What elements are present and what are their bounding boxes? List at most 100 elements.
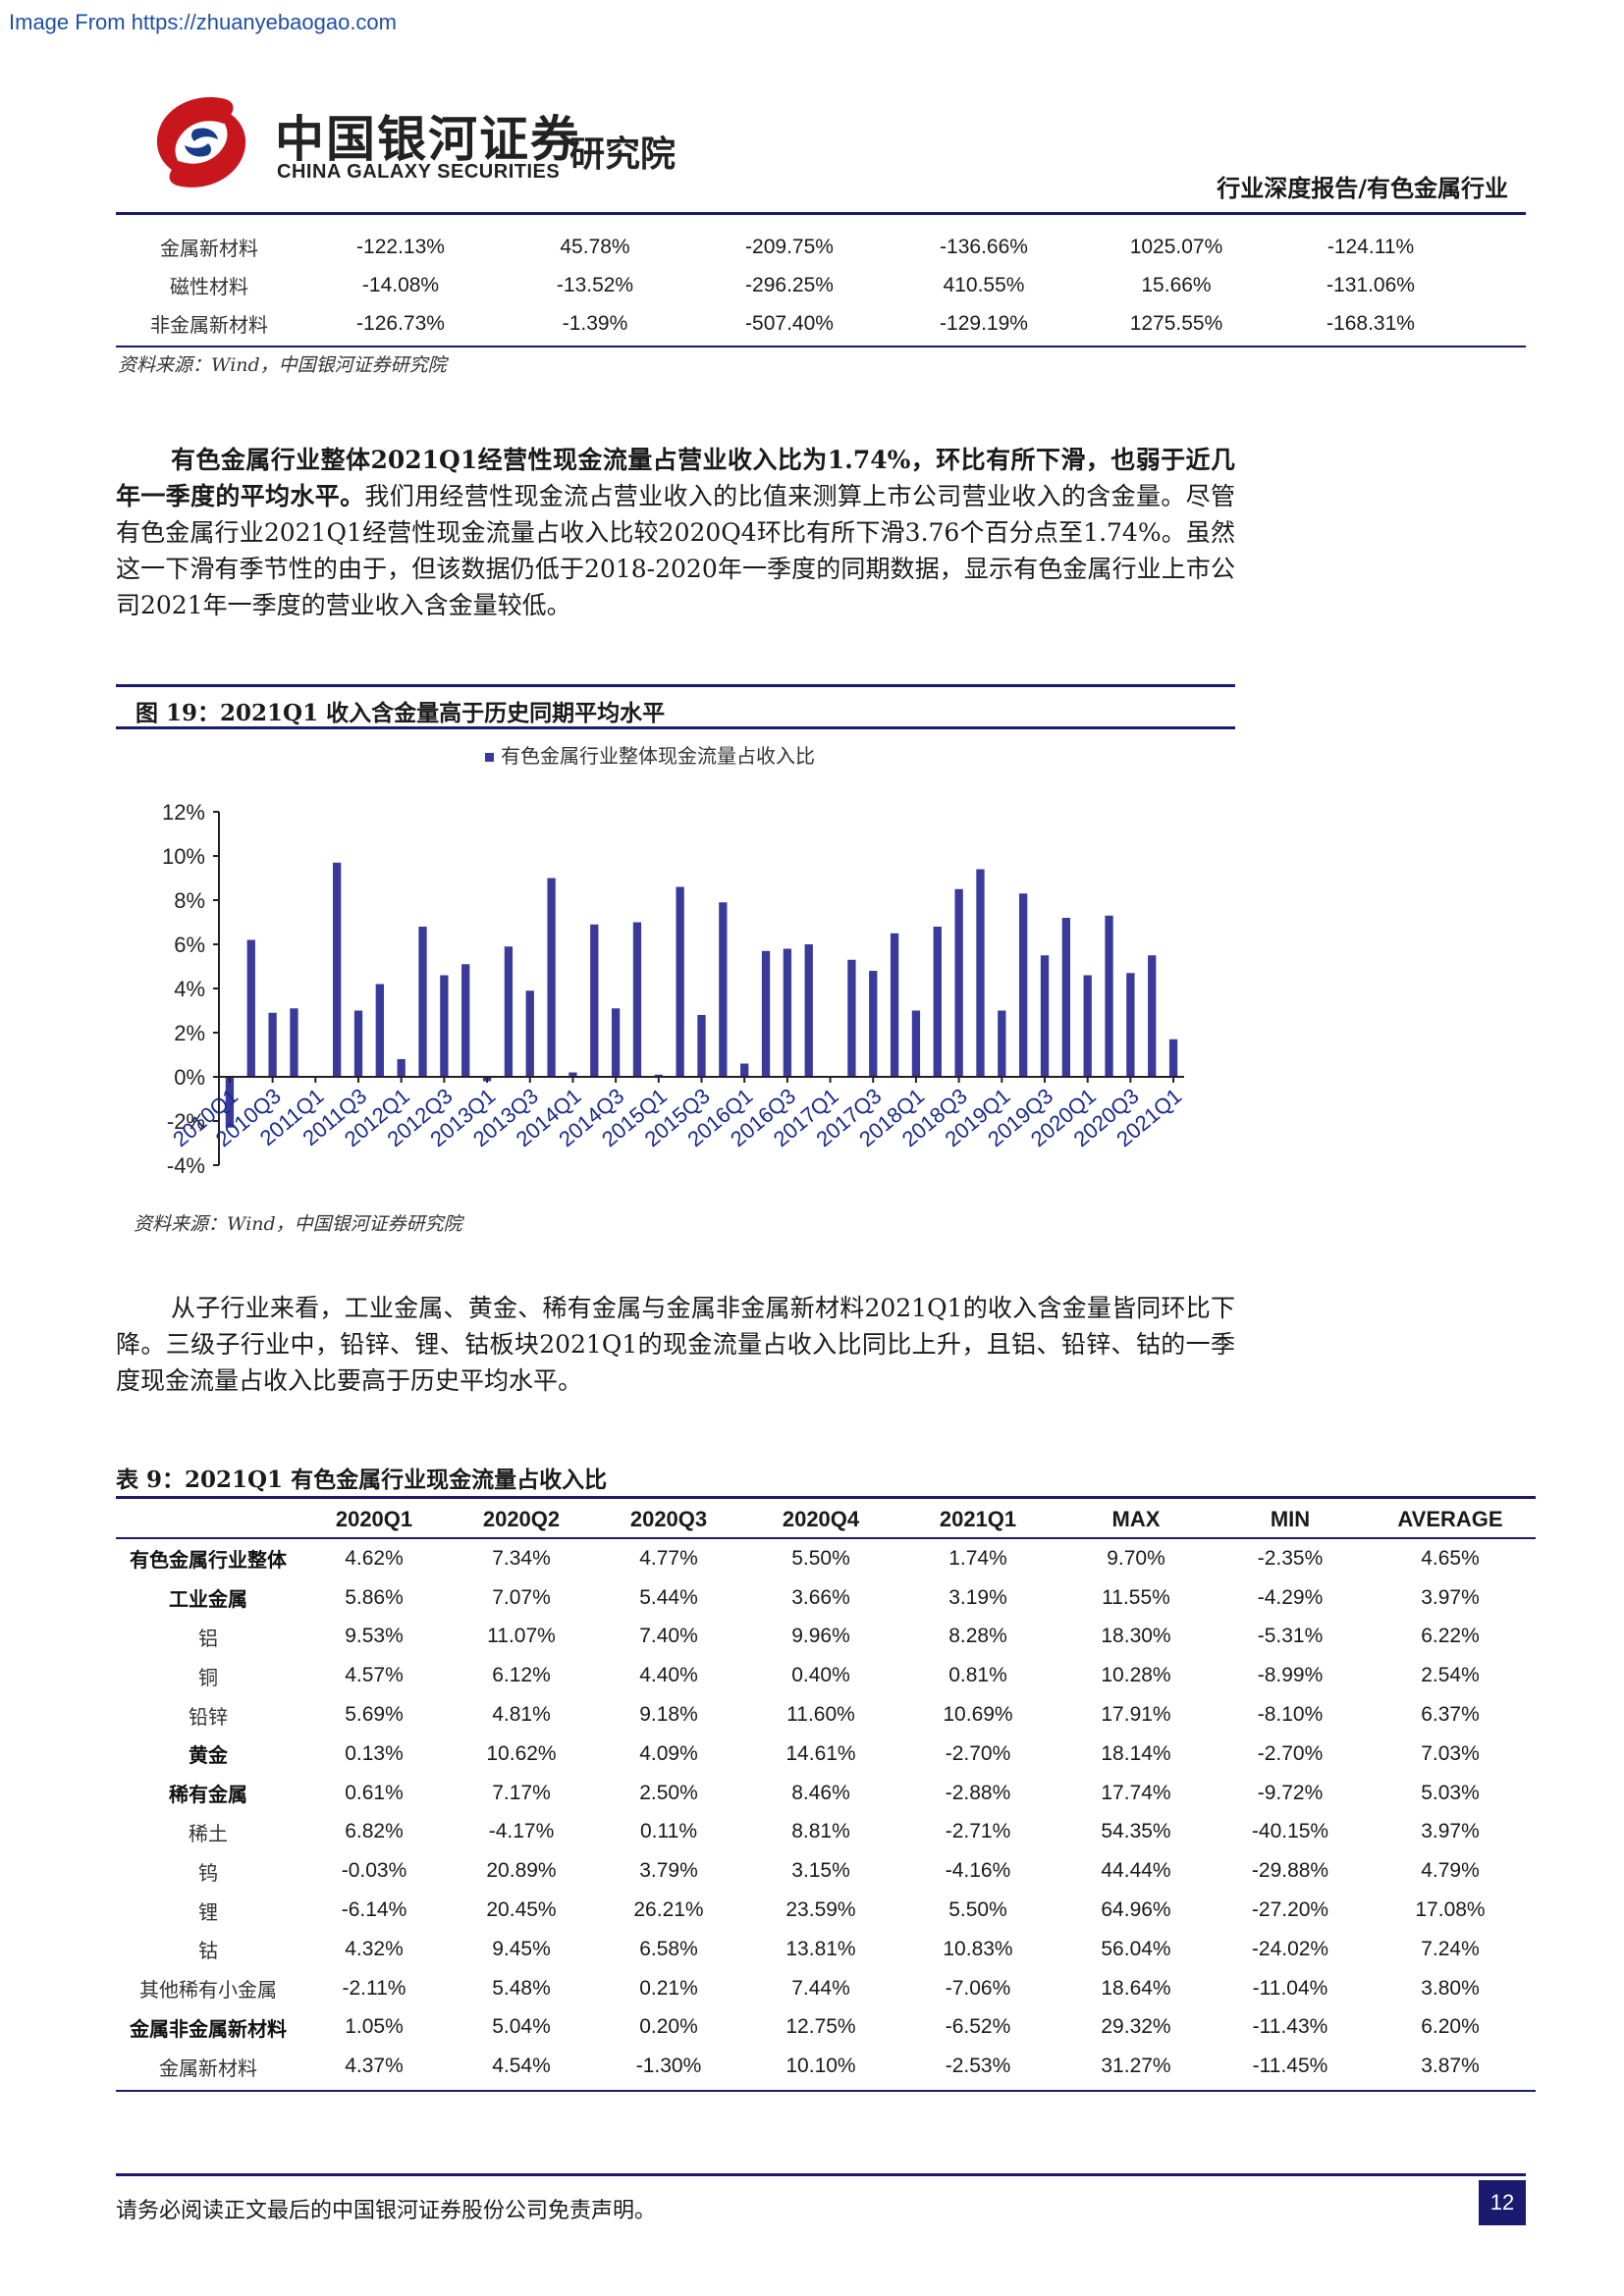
top-table-row: 金属新材料 -122.13% 45.78% -209.75% -136.66% 1025.… bbox=[116, 228, 1526, 266]
row-label: 工业金属 bbox=[169, 1587, 247, 1612]
company-logo: 中国银河证券 CHINA GALAXY SECURITIES 研究院 bbox=[147, 86, 727, 196]
table-cell: -0.03% bbox=[341, 1859, 407, 1883]
table-cell: 12.75% bbox=[785, 2015, 856, 2039]
table-row: 黄金 0.13% 10.62% 4.09% 14.61% -2.70% 18.14% -2.7… bbox=[116, 1735, 1536, 1774]
table-cell: -11.04% bbox=[1252, 1976, 1328, 2000]
table-cell: -13.52% bbox=[556, 273, 634, 296]
bar bbox=[933, 927, 942, 1077]
table-cell: 29.32% bbox=[1101, 2015, 1171, 2039]
table-cell: 6.12% bbox=[492, 1664, 551, 1687]
table-cell: 9.45% bbox=[492, 1937, 551, 1960]
paragraph-1: 有色金属行业整体2021Q1经营性现金流量占营业收入比为1.74%，环比有所下滑… bbox=[116, 442, 1235, 623]
logo-institute: 研究院 bbox=[569, 134, 677, 175]
table-cell: 7.03% bbox=[1421, 1741, 1480, 1765]
table-cell: 8.81% bbox=[791, 1820, 850, 1843]
bar bbox=[890, 933, 899, 1077]
table-row: 稀有金属 0.61% 7.17% 2.50% 8.46% -2.88% 17.74% -9.7… bbox=[116, 1774, 1536, 1813]
table-cell: 4.79% bbox=[1421, 1859, 1480, 1883]
y-tick-label: -2% bbox=[167, 1109, 205, 1134]
table-cell: -507.40% bbox=[745, 311, 834, 335]
table-cell: 20.89% bbox=[486, 1859, 557, 1883]
table-cell: -2.71% bbox=[945, 1820, 1011, 1843]
bar bbox=[1126, 973, 1135, 1077]
source-note: 资料来源：Wind，中国银河证券研究院 bbox=[118, 354, 447, 376]
table-cell: 13.81% bbox=[785, 1937, 856, 1960]
table-cell: 5.48% bbox=[492, 1976, 551, 2000]
row-label: 金属非金属新材料 bbox=[130, 2016, 287, 2041]
table-cell: 4.77% bbox=[639, 1546, 698, 1570]
table-cell: 5.50% bbox=[791, 1546, 850, 1570]
table-cell: 15.66% bbox=[1141, 273, 1212, 296]
logo-chinese-name: 中国银河证券 bbox=[275, 111, 581, 168]
footer-disclaimer: 请务必阅读正文最后的中国银河证券股份公司免责声明。 bbox=[116, 2199, 657, 2223]
bar bbox=[1019, 893, 1028, 1077]
figure-source-note: 资料来源：Wind，中国银河证券研究院 bbox=[134, 1213, 462, 1235]
table-cell: 6.37% bbox=[1421, 1703, 1480, 1727]
table-cell: 23.59% bbox=[785, 1898, 856, 1922]
bar-chart: 有色金属行业整体现金流量占收入比12%10%8%6%4%2%0%-2%-4%20… bbox=[162, 744, 1186, 1178]
table-row: 稀土 6.82% -4.17% 0.11% 8.81% -2.71% 54.35% -40.1… bbox=[116, 1813, 1536, 1852]
bar bbox=[1105, 915, 1113, 1077]
figure-title: 图 19：2021Q1 收入含金量高于历史同期平均水平 bbox=[135, 700, 666, 726]
row-label: 磁性材料 bbox=[170, 275, 248, 298]
bar bbox=[1168, 1039, 1178, 1077]
figure-title-bar: 图 19：2021Q1 收入含金量高于历史同期平均水平 bbox=[116, 684, 1235, 729]
table-cell: -9.72% bbox=[1257, 1781, 1324, 1804]
logo-english-name: CHINA GALAXY SECURITIES bbox=[277, 161, 561, 183]
table-cell: 31.27% bbox=[1101, 2055, 1171, 2078]
table-cell: 3.19% bbox=[948, 1585, 1007, 1609]
table-cell: 7.07% bbox=[492, 1585, 551, 1609]
table-cell: 7.40% bbox=[639, 1625, 698, 1648]
table-cell: 5.03% bbox=[1421, 1781, 1480, 1804]
column-header: 2020Q2 bbox=[482, 1507, 561, 1531]
row-label: 铅锌 bbox=[189, 1704, 228, 1729]
y-tick-label: 6% bbox=[174, 933, 205, 957]
bar bbox=[911, 1010, 921, 1077]
table-cell: -2.88% bbox=[945, 1781, 1011, 1804]
bar bbox=[268, 1012, 277, 1077]
table-cell: 7.24% bbox=[1421, 1937, 1480, 1960]
footer-divider bbox=[116, 2173, 1526, 2176]
table-cell: 8.28% bbox=[948, 1625, 1007, 1648]
table-cell: 6.22% bbox=[1421, 1625, 1480, 1648]
table-cell: 4.62% bbox=[345, 1546, 404, 1570]
table-cell: 10.69% bbox=[943, 1703, 1013, 1727]
paragraph-1-lead: 有色金属行业整体2021Q1经营性现金流量占营业收入比为1.74%，环比有所下滑… bbox=[116, 446, 1235, 510]
table-cell: 3.66% bbox=[791, 1585, 850, 1609]
table-cell: 3.97% bbox=[1421, 1820, 1480, 1843]
bar bbox=[290, 1008, 298, 1077]
table-cell: -27.20% bbox=[1251, 1898, 1329, 1922]
table-cell: 7.17% bbox=[492, 1781, 551, 1804]
table-cell: -2.70% bbox=[1257, 1741, 1324, 1765]
bar bbox=[676, 886, 684, 1077]
bar bbox=[440, 975, 449, 1077]
row-label: 非金属新材料 bbox=[150, 313, 268, 337]
table-cell: -296.25% bbox=[745, 273, 834, 296]
galaxy-logo-icon bbox=[156, 97, 246, 187]
table-cell: 44.44% bbox=[1101, 1859, 1171, 1883]
table-cell: 1.05% bbox=[345, 2015, 404, 2039]
row-label: 锂 bbox=[198, 1899, 218, 1924]
bar bbox=[632, 922, 642, 1077]
table-title: 表 9：2021Q1 有色金属行业现金流量占收入比 bbox=[116, 1467, 608, 1493]
bar bbox=[525, 990, 534, 1077]
table-cell: 9.18% bbox=[639, 1703, 698, 1727]
table-cell: -131.06% bbox=[1326, 273, 1415, 296]
watermark-text[interactable]: Image From https://zhuanyebaogao.com bbox=[9, 10, 397, 34]
table-cell: 4.32% bbox=[345, 1937, 404, 1960]
bar bbox=[783, 948, 792, 1077]
y-tick-label: 12% bbox=[162, 800, 205, 825]
table-cell: 0.11% bbox=[640, 1820, 697, 1843]
table-cell: -8.10% bbox=[1257, 1703, 1324, 1727]
column-header: 2021Q1 bbox=[939, 1507, 1017, 1531]
table-cell: 10.28% bbox=[1101, 1664, 1171, 1687]
table-cell: 2.50% bbox=[639, 1781, 698, 1804]
row-label: 稀有金属 bbox=[169, 1783, 247, 1807]
table-cell: 0.21% bbox=[639, 1976, 698, 2000]
table-cell: 11.55% bbox=[1102, 1585, 1170, 1609]
y-tick-label: 8% bbox=[174, 888, 205, 913]
table-cell: -1.39% bbox=[562, 311, 628, 335]
table-cell: 0.13% bbox=[345, 1741, 404, 1765]
table-cell: 410.55% bbox=[943, 273, 1025, 296]
table-cell: 4.37% bbox=[345, 2055, 404, 2078]
